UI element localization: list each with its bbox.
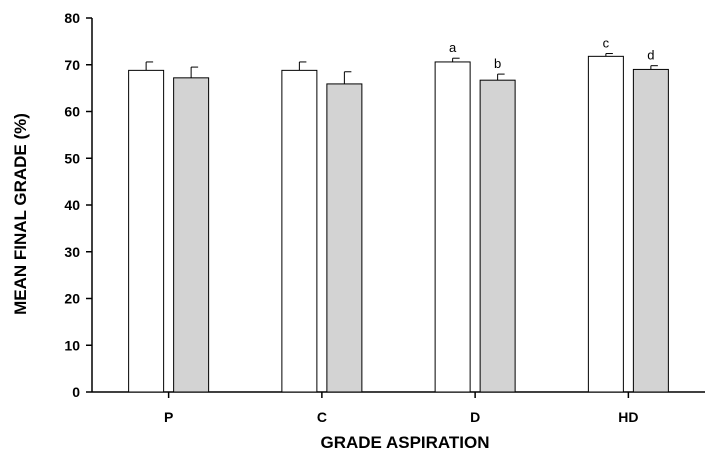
x-axis: P C D HD — [92, 391, 705, 425]
bar — [587, 55, 624, 393]
y-tick-label: 0 — [72, 384, 80, 400]
y-axis: 0 10 20 30 40 50 60 70 80 — [64, 10, 93, 400]
bar — [434, 61, 471, 393]
y-tick-label: 20 — [64, 291, 80, 307]
x-tick-label: C — [317, 409, 327, 425]
y-tick-label: 60 — [64, 104, 80, 120]
y-axis-title: MEAN FINAL GRADE (%) — [11, 113, 30, 315]
bar — [281, 69, 318, 393]
bar — [326, 83, 363, 393]
bar — [173, 77, 210, 393]
y-tick-label: 70 — [64, 57, 80, 73]
bar — [632, 68, 669, 393]
x-tick-label: HD — [618, 409, 638, 425]
x-axis-title: GRADE ASPIRATION — [320, 433, 489, 452]
y-tick-label: 30 — [64, 244, 80, 260]
significance-label: a — [449, 40, 457, 55]
y-tick-label: 10 — [64, 337, 80, 353]
y-tick-label: 50 — [64, 150, 80, 166]
bars: a b c d — [128, 36, 669, 393]
y-tick-label: 40 — [64, 197, 80, 213]
significance-label: d — [647, 48, 654, 63]
bar — [128, 69, 165, 393]
x-tick-label: P — [164, 409, 173, 425]
bar — [479, 79, 516, 393]
significance-label: c — [603, 36, 610, 51]
y-tick-label: 80 — [64, 10, 80, 26]
significance-label: b — [494, 56, 501, 71]
x-tick-label: D — [470, 409, 480, 425]
